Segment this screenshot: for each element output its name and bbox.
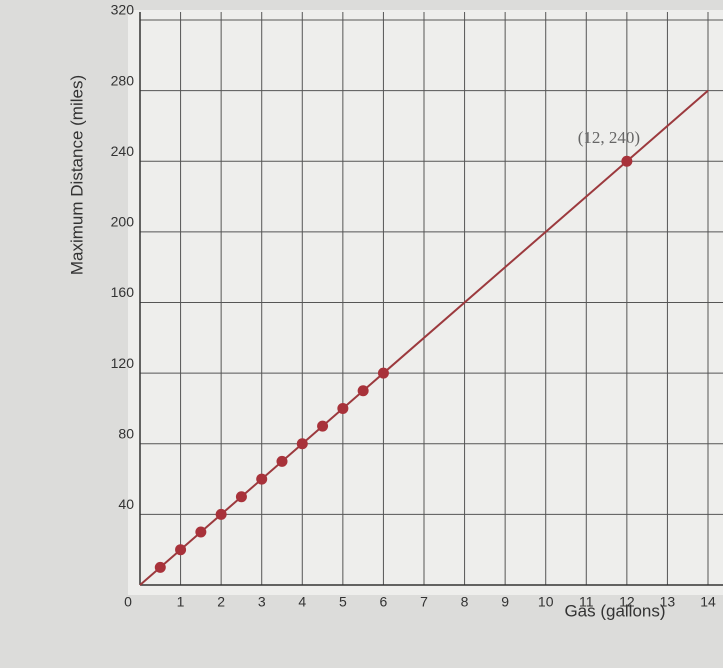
x-tick-label: 8 [461, 594, 469, 610]
point [317, 420, 329, 432]
x-tick-label: 5 [339, 594, 347, 610]
y-tick-label: 200 [111, 214, 135, 230]
y-tick-label: 120 [111, 355, 135, 371]
x-tick-label: 11 [579, 594, 594, 610]
x-tick-label: 2 [217, 594, 225, 610]
line [139, 89, 709, 586]
point [621, 155, 633, 167]
y-tick-label: 160 [111, 284, 135, 300]
point [235, 491, 247, 503]
x-tick-label: 3 [258, 594, 266, 610]
point [215, 508, 227, 520]
y-tick-label: 40 [118, 496, 134, 512]
x-axis-label: Gas (gallons) [564, 601, 665, 620]
x-tick-label: 10 [538, 594, 554, 610]
x-tick-label: 12 [619, 594, 635, 610]
x-tick-label: 4 [298, 594, 306, 610]
x-tick-label: 7 [420, 594, 428, 610]
x-tick-label: 6 [380, 594, 388, 610]
point [154, 561, 166, 573]
y-tick-label: 240 [111, 143, 135, 159]
point [195, 526, 207, 538]
annotation: (12, 240) [578, 128, 640, 147]
point [337, 402, 349, 414]
point [357, 385, 369, 397]
y-tick-label: 320 [111, 2, 135, 18]
x-tick-label: 14 [700, 594, 716, 610]
point [296, 438, 308, 450]
point [256, 473, 268, 485]
x-tick-label: 9 [501, 594, 509, 610]
point [377, 367, 389, 379]
x-tick-label: 0 [124, 594, 132, 610]
x-tick-label: 1 [177, 594, 185, 610]
x-tick-label: 13 [660, 594, 676, 610]
y-axis-label: Maximum Distance (miles) [67, 75, 86, 275]
y-tick-label: 80 [118, 425, 134, 441]
y-tick-label: 280 [111, 72, 135, 88]
point [175, 544, 187, 556]
point [276, 455, 288, 467]
